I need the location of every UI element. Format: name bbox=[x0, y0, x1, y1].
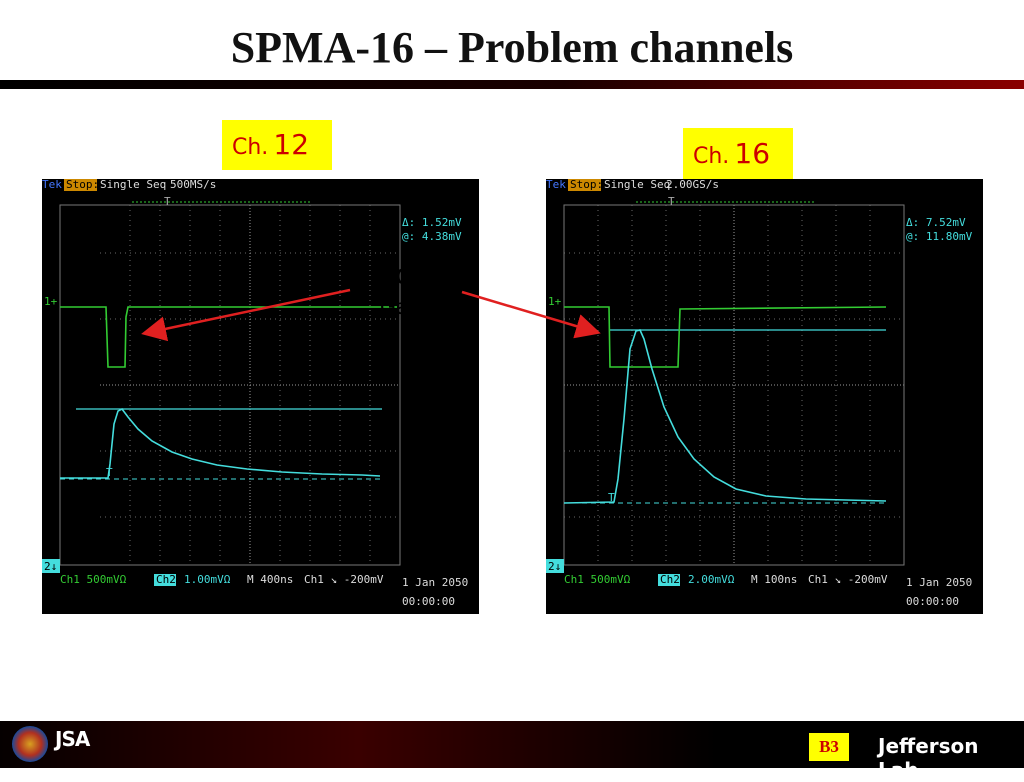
graticule bbox=[564, 205, 904, 565]
ch16-label-number: 16 bbox=[734, 137, 771, 170]
trigger-marker: T bbox=[106, 466, 113, 479]
footer-bar bbox=[0, 721, 1024, 768]
trigger-setting: Ch1 ↘ -200mV bbox=[304, 573, 384, 586]
cursor-at: @: 4.38mV bbox=[402, 230, 462, 243]
ch2-marker-bg bbox=[42, 559, 60, 573]
ch2-name: Ch2 bbox=[660, 573, 680, 586]
ch2-name-bg bbox=[658, 574, 680, 586]
stop-highlight bbox=[64, 179, 97, 191]
ch2-marker-bg bbox=[546, 559, 564, 573]
cursor-delta: Δ: 7.52mV bbox=[906, 216, 966, 229]
trigger-pos-marker: T bbox=[164, 195, 171, 208]
gate-annotation-line2: Gate bbox=[379, 295, 431, 319]
cursor-at: @: 11.80mV bbox=[906, 230, 973, 243]
ch1-gate-trace bbox=[60, 306, 397, 368]
stop-highlight bbox=[568, 179, 601, 191]
page-badge: B3 bbox=[808, 732, 850, 762]
doe-seal-logo bbox=[12, 726, 48, 762]
ch16-label-prefix: Ch. bbox=[693, 144, 730, 169]
run-state: Stop: bbox=[570, 179, 603, 191]
acq-mode: Single Seq bbox=[604, 179, 670, 191]
gate-annotation-line1: 200 ns bbox=[369, 265, 441, 289]
gate-annotation: 200 ns Gate bbox=[340, 262, 470, 322]
scope-display-ch16: Tek Stop: Single Seq 2.00GS/s T Δ: 7.52m… bbox=[546, 179, 973, 608]
ch1-ground-marker: 1+ bbox=[548, 295, 562, 308]
ch2-ground-marker: 2↓ bbox=[44, 560, 57, 573]
title-divider bbox=[0, 80, 1024, 89]
slide-title: SPMA-16 – Problem channels bbox=[230, 23, 794, 72]
graticule-border bbox=[59, 204, 401, 566]
ch2-ground-marker: 2↓ bbox=[548, 560, 561, 573]
timebase: M 100ns bbox=[751, 573, 797, 586]
scope-date: 1 Jan 2050 bbox=[402, 576, 468, 589]
trigger-marker: T bbox=[608, 491, 615, 504]
cursor-delta: Δ: 1.52mV bbox=[402, 216, 462, 229]
ch1-scale: Ch1 500mVΩ bbox=[60, 573, 127, 586]
graticule-border bbox=[563, 204, 905, 566]
ch12-label: Ch. 12 bbox=[222, 120, 332, 170]
ch2-scale: 2.00mVΩ bbox=[688, 573, 735, 586]
sample-rate: 2.00GS/s bbox=[666, 179, 719, 191]
run-state: Stop: bbox=[66, 179, 99, 191]
ch1-ground-marker: 1+ bbox=[44, 295, 58, 308]
scope-time: 00:00:00 bbox=[906, 595, 959, 608]
trigger-pos-marker: T bbox=[668, 195, 675, 208]
ch12-label-prefix: Ch. bbox=[232, 135, 269, 160]
acq-mode: Single Seq bbox=[100, 179, 166, 191]
ch16-label: Ch. 16 bbox=[683, 128, 793, 180]
ch1-scale: Ch1 500mVΩ bbox=[564, 573, 631, 586]
brand-label: Tek bbox=[42, 179, 62, 191]
brand-label: Tek bbox=[546, 179, 566, 191]
ch2-pulse-trace bbox=[563, 329, 887, 504]
arrow-right bbox=[461, 290, 601, 339]
ch1-gate-trace bbox=[564, 306, 887, 368]
timebase: M 400ns bbox=[247, 573, 293, 586]
scope-time: 00:00:00 bbox=[402, 595, 455, 608]
ch2-pulse-trace bbox=[60, 407, 381, 479]
ch12-label-number: 12 bbox=[273, 128, 310, 161]
sample-rate: 500MS/s bbox=[170, 179, 216, 191]
ch2-name: Ch2 bbox=[156, 573, 176, 586]
arrow-left bbox=[141, 288, 351, 342]
scope-date: 1 Jan 2050 bbox=[906, 576, 972, 589]
scope-screenshot-ch16: Tek Stop: Single Seq 2.00GS/s T Δ: 7.52m… bbox=[546, 179, 983, 614]
ch2-name-bg bbox=[154, 574, 176, 586]
ch2-scale: 1.00mVΩ bbox=[184, 573, 231, 586]
trigger-setting: Ch1 ↘ -200mV bbox=[808, 573, 888, 586]
jefferson-lab-logo: Jefferson Lab bbox=[878, 734, 979, 782]
jsa-logo: JSA bbox=[55, 727, 90, 751]
